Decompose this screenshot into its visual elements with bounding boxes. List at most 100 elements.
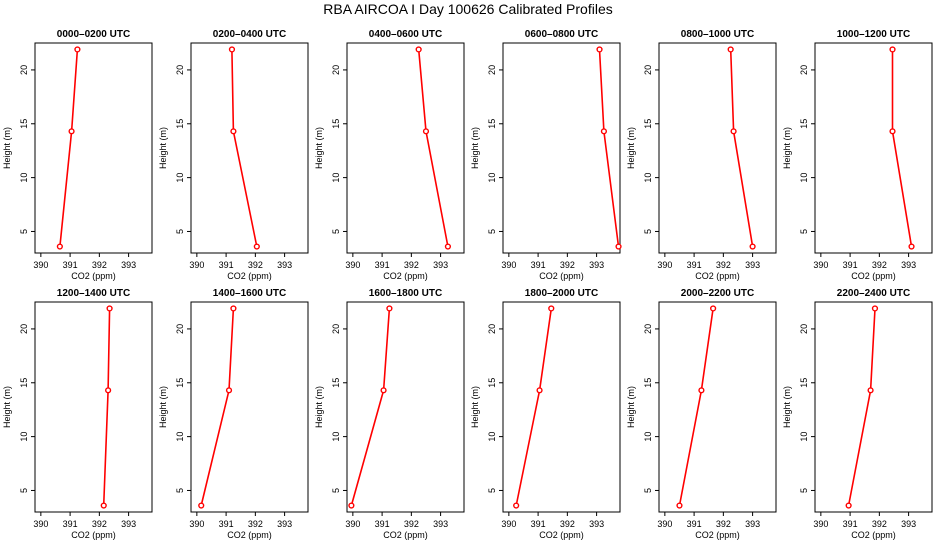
y-tick-label: 20 bbox=[487, 65, 497, 75]
data-point bbox=[230, 128, 237, 135]
plot-frame bbox=[502, 42, 621, 254]
x-tick-label: 391 bbox=[63, 260, 78, 270]
x-tick-label: 390 bbox=[345, 260, 360, 270]
x-tick-label: 392 bbox=[872, 519, 887, 529]
x-tick-label: 393 bbox=[589, 260, 604, 270]
y-tick-label: 15 bbox=[643, 119, 653, 129]
x-tick-label: 391 bbox=[843, 260, 858, 270]
y-tick-label: 15 bbox=[175, 119, 185, 129]
x-tick-label: 392 bbox=[248, 519, 263, 529]
data-point bbox=[548, 305, 555, 312]
y-axis-label: Height (m) bbox=[158, 127, 168, 169]
data-point bbox=[228, 46, 236, 53]
profile-line bbox=[59, 49, 79, 247]
x-tick-label: 390 bbox=[189, 260, 204, 270]
x-axis-label: CO2 (ppm) bbox=[227, 271, 272, 281]
chart-title: 1400–1600 UTC bbox=[213, 288, 286, 299]
y-tick-label: 5 bbox=[799, 488, 809, 493]
data-point bbox=[615, 243, 622, 250]
x-tick-label: 393 bbox=[277, 519, 292, 529]
profile-chart: 0800–1000 UTC 390 391 392 393 5 10 15 20 CO2 (ppm… bbox=[626, 29, 777, 281]
chart-title: 1800–2000 UTC bbox=[525, 288, 598, 299]
y-tick-label: 15 bbox=[175, 378, 185, 388]
y-tick-label: 10 bbox=[175, 432, 185, 442]
x-axis-label: CO2 (ppm) bbox=[539, 530, 584, 540]
x-tick-label: 392 bbox=[716, 260, 731, 270]
x-tick-label: 390 bbox=[345, 519, 360, 529]
profile-chart: 1400–1600 UTC 390 391 392 393 5 10 15 20 CO2 (ppm… bbox=[158, 288, 309, 540]
profile-line bbox=[598, 49, 620, 247]
y-axis-label: Height (m) bbox=[314, 386, 324, 428]
y-tick-label: 20 bbox=[799, 324, 809, 334]
y-axis-label: Height (m) bbox=[158, 386, 168, 428]
x-tick-label: 392 bbox=[404, 260, 419, 270]
y-tick-label: 5 bbox=[175, 229, 185, 234]
y-axis-label: Height (m) bbox=[626, 127, 636, 169]
profile-line bbox=[350, 308, 391, 506]
y-axis-label: Height (m) bbox=[782, 127, 792, 169]
y-tick-label: 20 bbox=[643, 65, 653, 75]
profile-line bbox=[417, 49, 449, 247]
chart-title: 0400–0600 UTC bbox=[369, 29, 442, 40]
chart-title: 2200–2400 UTC bbox=[837, 288, 910, 299]
x-tick-label: 391 bbox=[687, 519, 702, 529]
profile-line bbox=[891, 49, 913, 247]
x-tick-label: 393 bbox=[901, 519, 916, 529]
y-axis-label: Height (m) bbox=[626, 386, 636, 428]
data-point bbox=[56, 243, 63, 250]
profile-chart: 0600–0800 UTC 390 391 392 393 5 10 15 20 CO2 (ppm… bbox=[470, 29, 622, 281]
y-axis-label: Height (m) bbox=[314, 127, 324, 169]
x-tick-label: 390 bbox=[813, 260, 828, 270]
data-point bbox=[74, 46, 81, 53]
y-tick-label: 20 bbox=[19, 324, 29, 334]
data-point bbox=[198, 502, 205, 509]
profile-chart: 0200–0400 UTC 390 391 392 393 5 10 15 20 CO2 (ppm… bbox=[158, 29, 309, 281]
data-point bbox=[348, 502, 355, 509]
x-tick-label: 392 bbox=[716, 519, 731, 529]
plot-frame bbox=[658, 42, 777, 254]
x-tick-label: 393 bbox=[901, 260, 916, 270]
x-tick-label: 391 bbox=[843, 519, 858, 529]
chart-title: 1000–1200 UTC bbox=[837, 29, 910, 40]
y-axis-label: Height (m) bbox=[782, 386, 792, 428]
x-tick-label: 393 bbox=[277, 260, 292, 270]
data-point bbox=[727, 46, 734, 53]
x-axis-label: CO2 (ppm) bbox=[227, 530, 272, 540]
profile-chart: 1600–1800 UTC 390 391 392 393 5 10 15 20 CO2 (ppm… bbox=[314, 288, 465, 540]
chart-title: 1600–1800 UTC bbox=[369, 288, 442, 299]
y-tick-label: 20 bbox=[175, 324, 185, 334]
x-tick-label: 391 bbox=[687, 260, 702, 270]
y-tick-label: 10 bbox=[331, 173, 341, 183]
profile-chart: 1200–1400 UTC 390 391 392 393 5 10 15 20 CO2 (ppm… bbox=[2, 288, 153, 540]
data-point bbox=[536, 387, 543, 394]
y-tick-label: 20 bbox=[331, 324, 341, 334]
y-tick-label: 20 bbox=[331, 65, 341, 75]
x-tick-label: 393 bbox=[433, 260, 448, 270]
x-tick-label: 391 bbox=[63, 519, 78, 529]
page-title: RBA AIRCOA I Day 100626 Calibrated Profi… bbox=[323, 1, 613, 17]
data-point bbox=[386, 305, 393, 312]
x-axis-label: CO2 (ppm) bbox=[71, 530, 116, 540]
y-tick-label: 5 bbox=[19, 488, 29, 493]
x-tick-label: 390 bbox=[33, 519, 48, 529]
x-tick-label: 391 bbox=[375, 260, 390, 270]
data-point bbox=[225, 387, 233, 394]
plot-frame bbox=[346, 301, 465, 513]
profile-line bbox=[102, 308, 111, 506]
x-tick-label: 392 bbox=[248, 260, 263, 270]
x-axis-label: CO2 (ppm) bbox=[383, 271, 428, 281]
profile-line bbox=[678, 308, 714, 506]
y-tick-label: 5 bbox=[175, 488, 185, 493]
profile-line bbox=[231, 49, 258, 247]
y-tick-label: 15 bbox=[643, 378, 653, 388]
x-tick-label: 393 bbox=[745, 519, 760, 529]
data-point bbox=[105, 387, 112, 394]
x-tick-label: 390 bbox=[657, 260, 672, 270]
x-axis-label: CO2 (ppm) bbox=[383, 530, 428, 540]
y-tick-label: 15 bbox=[799, 119, 809, 129]
data-point bbox=[600, 128, 608, 135]
chart-title: 1200–1400 UTC bbox=[57, 288, 130, 299]
plot-frame bbox=[814, 42, 933, 254]
x-axis-label: CO2 (ppm) bbox=[695, 271, 740, 281]
data-point bbox=[415, 46, 422, 53]
